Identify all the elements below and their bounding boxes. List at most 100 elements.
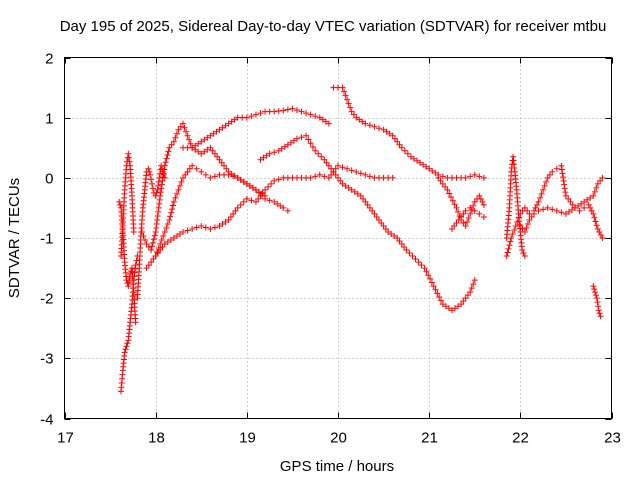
- data-point: [423, 163, 430, 170]
- data-point: [460, 219, 467, 226]
- data-point: [271, 149, 278, 156]
- data-point: [298, 108, 305, 115]
- data-point: [596, 228, 603, 235]
- data-point: [227, 213, 234, 220]
- data-point: [460, 298, 467, 305]
- data-point: [406, 250, 413, 257]
- data-series-track-c: [116, 198, 139, 326]
- data-point: [198, 150, 205, 157]
- data-point: [462, 222, 469, 229]
- data-point: [275, 176, 282, 183]
- data-point: [157, 192, 164, 199]
- data-point: [593, 184, 600, 191]
- data-point: [389, 132, 396, 139]
- data-point: [562, 192, 569, 199]
- data-point: [198, 168, 205, 175]
- data-point: [240, 198, 247, 205]
- data-point: [373, 213, 380, 220]
- data-series-track-a: [118, 253, 141, 395]
- data-point: [234, 204, 241, 211]
- data-point: [371, 123, 378, 130]
- data-point: [228, 170, 235, 177]
- data-point: [521, 253, 528, 260]
- data-point: [138, 228, 145, 235]
- data-point: [122, 346, 129, 353]
- data-point: [549, 206, 556, 213]
- data-point: [161, 166, 168, 173]
- data-point: [362, 198, 369, 205]
- data-point: [153, 220, 160, 227]
- data-point: [337, 177, 344, 184]
- data-point: [558, 166, 565, 173]
- data-point: [543, 178, 550, 185]
- data-point: [476, 173, 483, 180]
- data-point: [599, 174, 606, 181]
- data-point: [464, 218, 471, 225]
- data-point: [167, 237, 174, 244]
- x-tick-label: 20: [330, 430, 347, 447]
- data-point: [303, 132, 310, 139]
- data-point: [165, 148, 172, 155]
- data-point: [560, 177, 567, 184]
- data-point: [442, 183, 449, 190]
- data-point: [180, 120, 187, 127]
- data-point: [585, 201, 592, 208]
- data-point: [519, 247, 526, 254]
- data-point: [307, 140, 314, 147]
- data-point: [531, 210, 538, 217]
- data-point: [321, 173, 328, 180]
- data-point: [517, 210, 524, 217]
- data-point: [316, 171, 323, 178]
- data-point: [538, 190, 545, 197]
- data-point: [202, 224, 209, 231]
- data-point: [154, 216, 161, 223]
- data-point: [344, 96, 351, 103]
- data-point: [148, 176, 155, 183]
- data-point: [123, 343, 130, 350]
- data-point: [348, 167, 355, 174]
- data-point: [356, 116, 363, 123]
- data-point: [186, 165, 193, 172]
- data-point: [167, 213, 174, 220]
- data-point: [453, 204, 460, 211]
- data-point: [298, 134, 305, 141]
- data-point: [133, 257, 140, 264]
- data-point: [189, 162, 196, 169]
- data-point: [417, 159, 424, 166]
- data-point: [271, 108, 278, 115]
- data-point: [130, 228, 137, 235]
- data-point: [442, 303, 449, 310]
- data-point: [332, 171, 339, 178]
- data-point: [439, 173, 446, 180]
- data-point: [471, 198, 478, 205]
- data-point: [166, 216, 173, 223]
- data-point: [325, 162, 332, 169]
- data-point: [140, 232, 147, 239]
- data-point: [394, 235, 401, 241]
- data-point: [540, 186, 547, 193]
- data-point: [597, 231, 604, 238]
- data-point: [146, 168, 153, 175]
- data-point: [471, 171, 478, 178]
- data-point: [307, 174, 314, 181]
- data-point: [149, 239, 156, 246]
- data-point: [271, 198, 278, 205]
- data-point: [534, 201, 541, 208]
- data-point: [558, 162, 565, 169]
- data-point: [462, 295, 469, 302]
- data-point: [523, 224, 530, 231]
- data-point: [155, 204, 162, 211]
- data-point: [176, 230, 183, 237]
- data-point: [593, 295, 600, 302]
- data-point: [222, 218, 229, 225]
- data-point: [280, 204, 287, 211]
- data-point: [423, 268, 430, 275]
- data-point: [335, 174, 341, 181]
- data-series-track-n: [503, 162, 606, 260]
- data-point: [125, 154, 132, 161]
- data-point: [407, 153, 414, 160]
- data-point: [281, 143, 288, 150]
- data-point: [284, 207, 291, 214]
- data-point: [289, 105, 296, 112]
- data-point: [528, 213, 535, 220]
